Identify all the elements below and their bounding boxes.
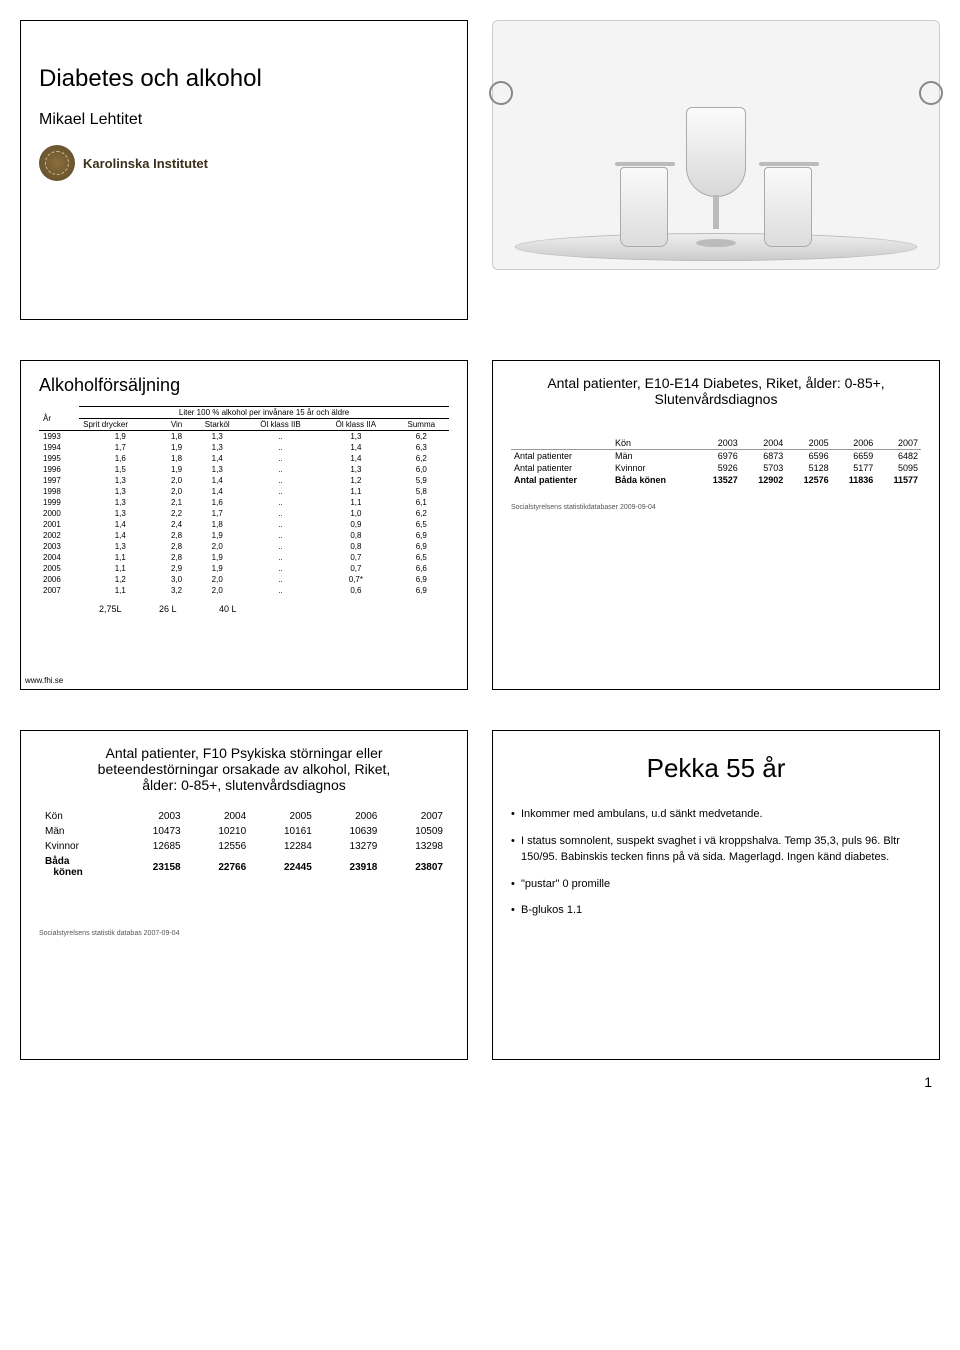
tap-right-icon [919, 81, 943, 105]
glass-left [620, 167, 668, 247]
slide4-title: Antal patienter, E10-E14 Diabetes, Riket… [511, 375, 921, 407]
slide3-title: Alkoholförsäljning [39, 375, 449, 396]
pekka-title: Pekka 55 år [511, 753, 921, 784]
glass-right [764, 167, 812, 247]
ki-seal-icon [39, 145, 75, 181]
slide-f10-patients: Antal patienter, F10 Psykiska störningar… [20, 730, 468, 1060]
goblet-center [686, 107, 746, 247]
slide-alcohol-sales: Alkoholförsäljning ÅrLiter 100 % alkohol… [20, 360, 468, 690]
slide5-title: Antal patienter, F10 Psykiska störningar… [84, 745, 404, 793]
page-number: 1 [20, 1074, 940, 1090]
slide3-source: www.fhi.se [25, 676, 63, 685]
slide-glassware-image [492, 20, 940, 320]
slide-title-card: Diabetes och alkohol Mikael Lehtitet Kar… [20, 20, 468, 320]
institute-name: Karolinska Institutet [83, 156, 208, 171]
bullet-item: Inkommer med ambulans, u.d sänkt medveta… [511, 806, 921, 823]
f10-table: Kön20032004200520062007Män10473102101016… [39, 809, 449, 880]
institute-logo-row: Karolinska Institutet [39, 145, 449, 181]
below-row: 2,75L26 L40 L [39, 604, 449, 614]
slide-pekka-case: Pekka 55 år Inkommer med ambulans, u.d s… [492, 730, 940, 1060]
tap-left-icon [489, 81, 513, 105]
bullet-item: "pustar" 0 promille [511, 876, 921, 893]
alcohol-sales-table: ÅrLiter 100 % alkohol per invånare 15 år… [39, 406, 449, 596]
pekka-bullets: Inkommer med ambulans, u.d sänkt medveta… [511, 806, 921, 919]
bullet-item: I status somnolent, suspekt svaghet i vä… [511, 833, 921, 866]
author-name: Mikael Lehtitet [39, 111, 449, 129]
slide4-source: Socialstyrelsens statistikdatabaser 2009… [511, 504, 921, 511]
diabetes-table: Kön20032004200520062007Antal patienterMä… [511, 437, 921, 486]
slide5-source: Socialstyrelsens statistik databas 2007-… [39, 930, 449, 937]
bullet-item: B-glukos 1.1 [511, 902, 921, 919]
glassware-tray [492, 20, 940, 270]
slide-diabetes-patients: Antal patienter, E10-E14 Diabetes, Riket… [492, 360, 940, 690]
presentation-title: Diabetes och alkohol [39, 65, 449, 93]
